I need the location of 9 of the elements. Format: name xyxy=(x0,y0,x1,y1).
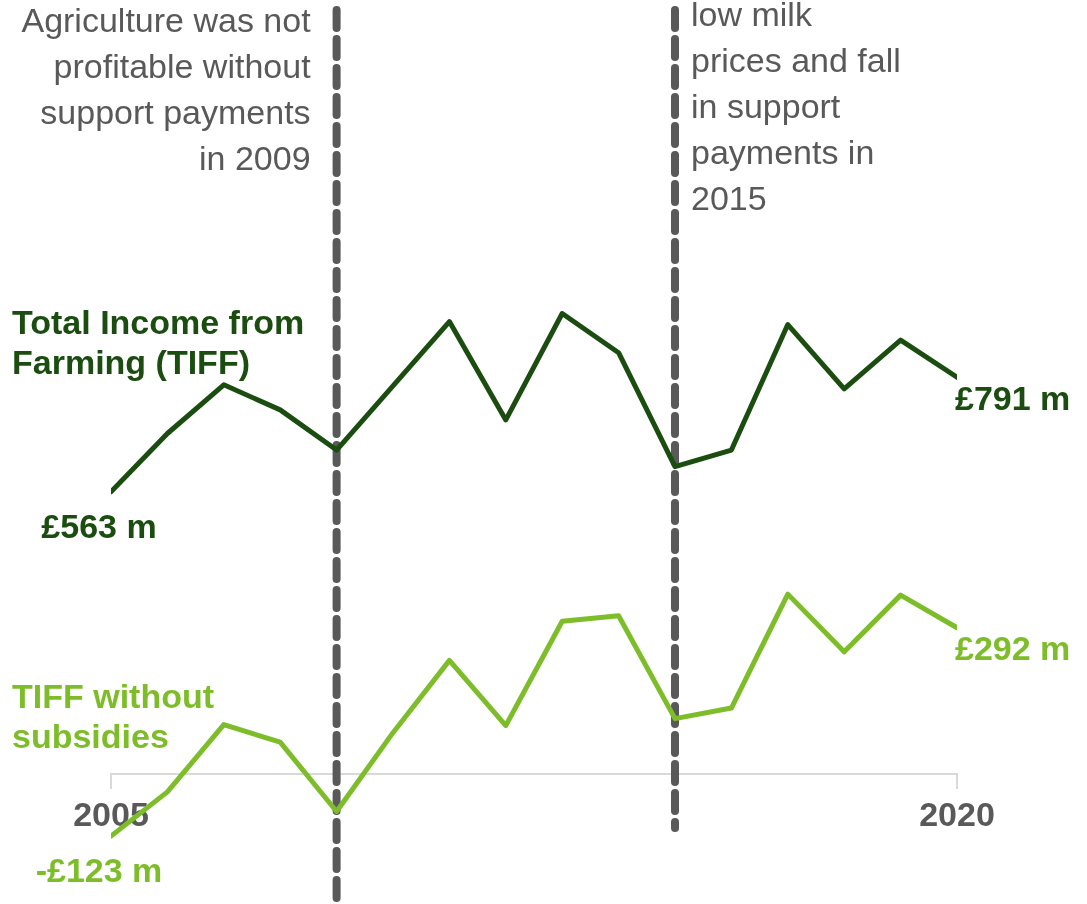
x-tick-label: 2020 xyxy=(919,795,995,834)
data-label: £791 m xyxy=(955,378,1071,417)
series-label: TIFF without subsidies xyxy=(12,677,215,756)
data-label: -£123 m xyxy=(35,851,163,890)
ref-line-label: Agriculture was not profitable without support payments in 2009 xyxy=(21,1,312,178)
series-label: Total Income from Farming (TIFF) xyxy=(12,303,305,382)
data-label: £292 m xyxy=(955,629,1071,668)
data-label: £563 m xyxy=(41,507,157,546)
ref-line-label: low milk prices and fall in support payments in 2015 xyxy=(691,0,901,218)
